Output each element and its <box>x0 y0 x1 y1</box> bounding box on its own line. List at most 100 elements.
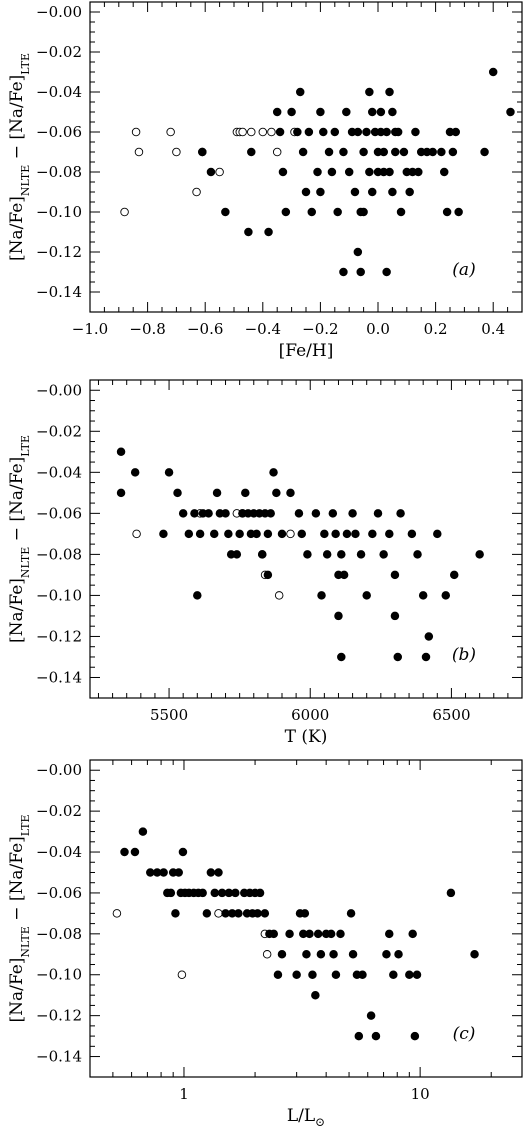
data-point-filled <box>339 147 348 157</box>
data-point-filled <box>173 488 182 498</box>
data-point-filled <box>346 909 356 918</box>
x-tick-label: −0.6 <box>187 320 223 338</box>
x-axis-title: T (K) <box>285 727 328 747</box>
data-point-filled <box>451 127 461 137</box>
x-tick-label: 5500 <box>150 706 188 724</box>
data-point-filled <box>350 187 360 197</box>
chart-panel-1: −0.00 −0.02 −0.04 −0.06 −0.08 −0.10 −0.12 −0.14… <box>7 1 523 361</box>
chart-panel-2: −0.00 −0.02 −0.04 −0.06 −0.08 −0.10 −0.12 −0.14… <box>7 379 523 747</box>
data-point-filled <box>344 167 354 177</box>
x-tick-label: 0.2 <box>424 320 448 338</box>
data-point-open <box>166 127 175 137</box>
x-tick-label: 10 <box>411 1085 430 1103</box>
data-point-filled <box>359 207 368 217</box>
data-point-filled <box>379 147 389 157</box>
data-point-filled <box>320 529 329 539</box>
data-point-filled <box>324 147 334 157</box>
data-point-filled <box>253 909 262 918</box>
data-point-filled <box>356 550 366 559</box>
data-point-filled <box>232 550 242 559</box>
data-point-filled <box>198 888 207 898</box>
data-point-filled <box>366 1011 376 1020</box>
data-point-filled <box>336 929 345 939</box>
data-point-filled <box>334 611 343 621</box>
data-point-filled <box>281 207 291 217</box>
data-point-filled <box>393 127 403 137</box>
data-point-filled <box>454 207 463 217</box>
data-point-filled <box>263 570 273 580</box>
y-tick-label: −0.06 <box>36 884 82 902</box>
data-point-filled <box>480 147 489 157</box>
data-point-filled <box>382 127 391 137</box>
y-tick-label: −0.14 <box>36 1048 82 1066</box>
data-point-filled <box>277 529 287 539</box>
data-point-filled <box>353 127 363 137</box>
data-point-filled <box>316 187 325 197</box>
data-point-filled <box>195 529 205 539</box>
data-point-filled <box>330 127 340 137</box>
data-point-filled <box>322 550 332 559</box>
data-point-filled <box>166 888 176 898</box>
data-point-filled <box>316 950 326 959</box>
y-tick-label: −0.02 <box>36 43 82 61</box>
y-tick-label: −0.10 <box>36 586 82 604</box>
data-point-filled <box>359 147 368 157</box>
data-point-open <box>120 207 129 217</box>
data-point-filled <box>302 950 311 959</box>
data-point-filled <box>385 529 394 539</box>
data-point-filled <box>373 509 383 518</box>
data-point-filled <box>269 929 279 939</box>
y-tick-label: −0.12 <box>36 627 82 645</box>
data-point-filled <box>269 468 278 477</box>
data-point-filled <box>327 167 337 177</box>
data-point-filled <box>313 929 323 939</box>
data-point-filled <box>407 529 417 539</box>
x-tick-label: −0.4 <box>245 320 281 338</box>
data-point-filled <box>297 529 307 539</box>
data-point-filled <box>204 509 213 518</box>
y-tick-label: −0.08 <box>36 545 82 563</box>
data-point-filled <box>442 207 452 217</box>
y-tick-label: −0.14 <box>36 283 82 301</box>
data-point-filled <box>331 970 341 979</box>
data-point-filled <box>214 868 223 877</box>
data-point-open <box>214 909 223 918</box>
data-point-filled <box>365 167 374 177</box>
data-point-filled <box>138 827 148 836</box>
data-point-filled <box>382 267 391 277</box>
x-axis-title: L/L⊙ <box>287 1106 325 1129</box>
data-point-filled <box>210 888 220 898</box>
plot-frame <box>89 379 523 699</box>
data-point-open <box>177 970 187 979</box>
data-point-filled <box>287 107 296 117</box>
data-point-filled <box>428 147 437 157</box>
data-point-filled <box>293 127 302 137</box>
data-point-filled <box>470 950 479 959</box>
data-point-filled <box>371 1031 381 1041</box>
y-tick-label: −0.08 <box>36 163 82 181</box>
data-point-filled <box>328 509 338 518</box>
data-point-filled <box>389 970 398 979</box>
data-point-filled <box>198 147 207 157</box>
data-point-filled <box>224 529 233 539</box>
data-point-filled <box>393 652 403 662</box>
data-point-filled <box>316 107 325 117</box>
data-point-filled <box>391 147 400 157</box>
data-point-filled <box>475 550 484 559</box>
data-point-filled <box>193 591 202 600</box>
data-point-filled <box>362 127 371 137</box>
data-point-filled <box>331 529 340 539</box>
data-point-filled <box>348 509 357 518</box>
data-point-filled <box>252 529 261 539</box>
x-tick-label: 0.0 <box>366 320 390 338</box>
data-point-filled <box>255 888 265 898</box>
data-point-filled <box>411 127 420 137</box>
x-tick-label: 6500 <box>432 706 470 724</box>
panel-label: (a) <box>452 260 475 280</box>
data-point-filled <box>339 267 348 277</box>
data-point-filled <box>421 652 431 662</box>
data-point-open <box>134 147 144 157</box>
data-point-open <box>192 187 201 197</box>
data-point-filled <box>130 847 140 857</box>
data-point-filled <box>405 970 414 979</box>
